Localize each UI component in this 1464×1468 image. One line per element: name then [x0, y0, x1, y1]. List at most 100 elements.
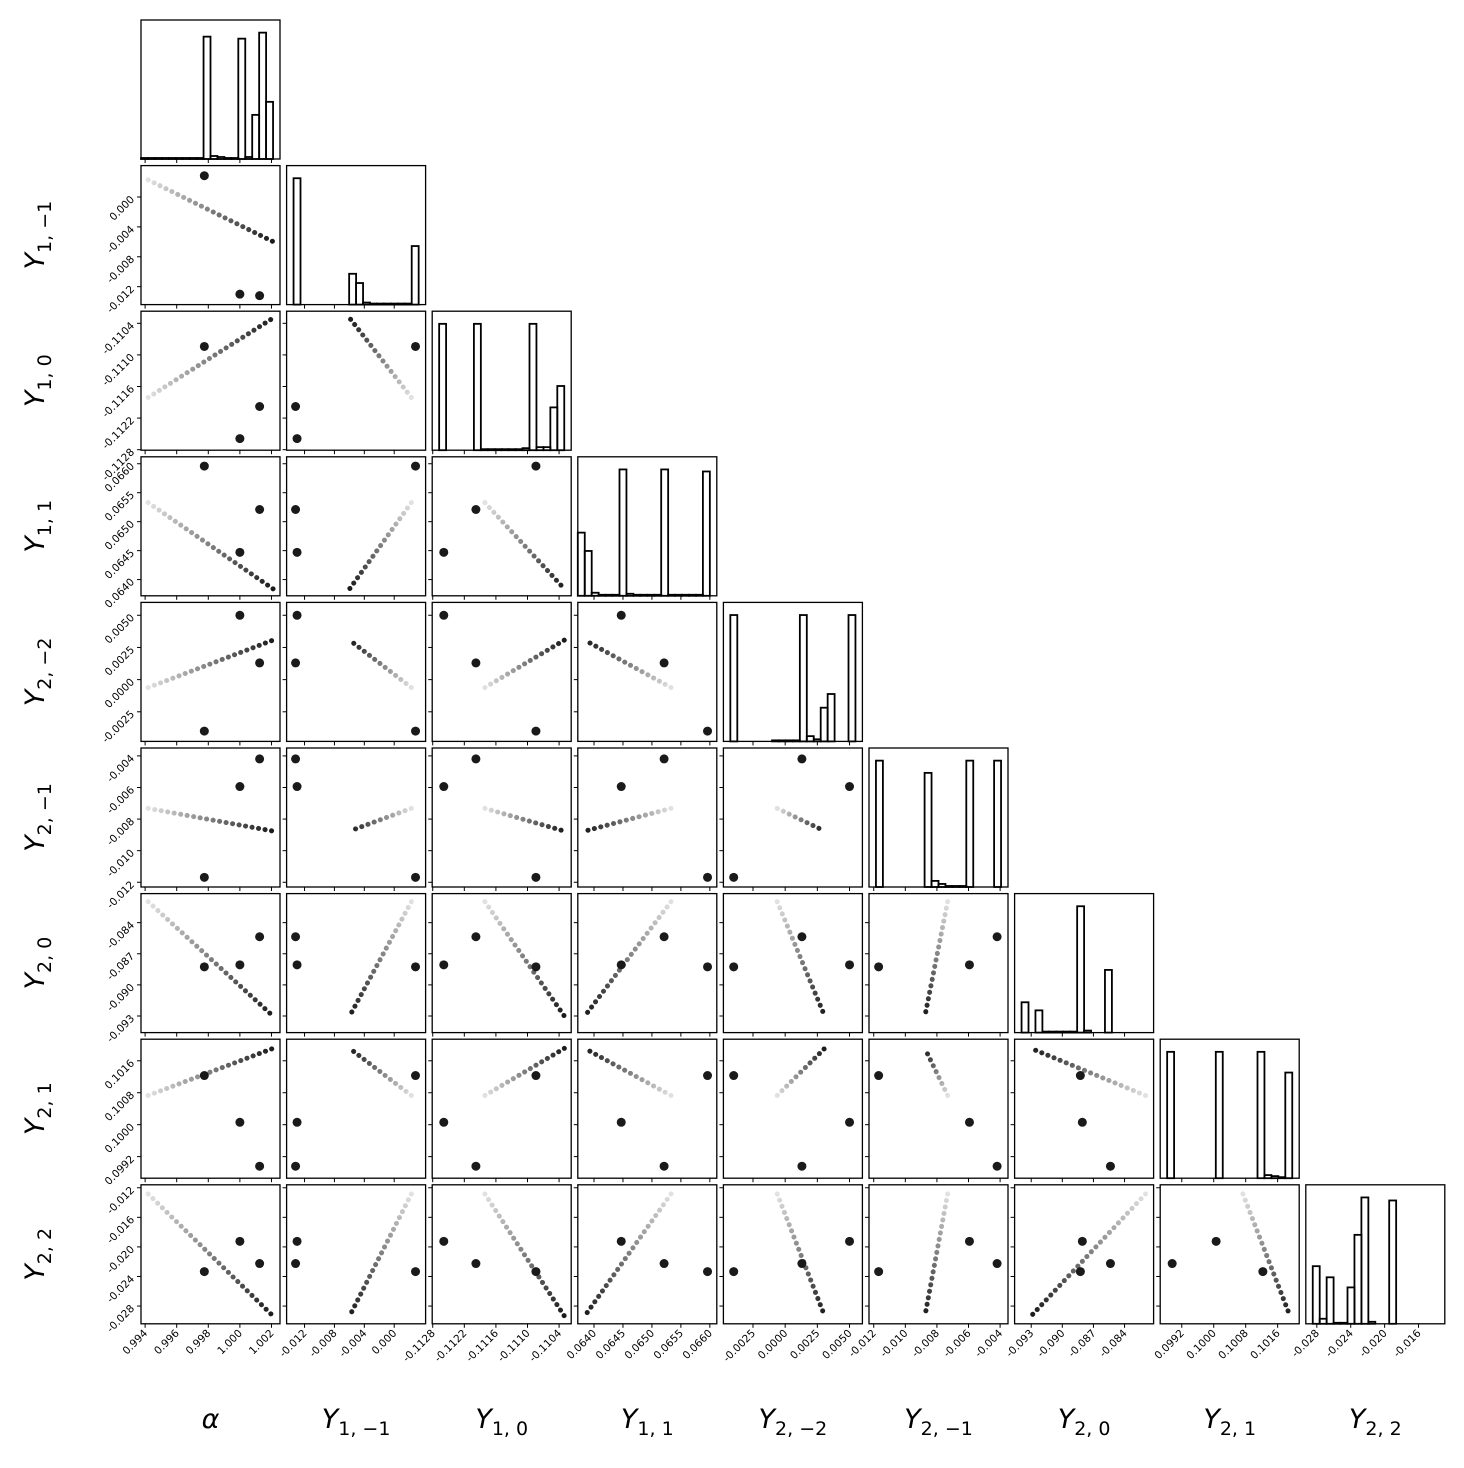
x-tick-label: 0.994 [120, 1327, 150, 1357]
sample-track [922, 1191, 951, 1319]
sample-cluster [199, 726, 209, 736]
panel-frame [868, 1038, 1009, 1179]
y-axis-label-symbol: Y [20, 1262, 51, 1281]
y-tick-label: 0.0650 [103, 518, 137, 552]
y-tick-label: -0.1116 [100, 383, 137, 420]
panel-background [869, 893, 1008, 1033]
panel-frame [577, 892, 718, 1034]
y-axis-label-symbol: Y [20, 687, 51, 706]
x-tick-label: 1.000 [215, 1327, 245, 1357]
sample-cluster [411, 461, 421, 471]
sample-track [145, 899, 276, 1019]
panel-background [577, 602, 717, 742]
y-axis-label-subscript: 2, 0 [34, 937, 56, 973]
x-tick-label: -0.004 [973, 1327, 1006, 1360]
sample-track [774, 899, 828, 1019]
sample-track [347, 637, 414, 691]
x-tick-label: 1.002 [247, 1327, 277, 1357]
sample-cluster [471, 1161, 481, 1171]
sample-cluster [729, 1071, 739, 1081]
y-axis-label-subscript: 2, −1 [34, 783, 56, 835]
y-tick-label: -0.0025 [100, 708, 137, 745]
x-axis-label-symbol: Y [1058, 1404, 1077, 1435]
panel-background [723, 893, 863, 1033]
x-axis-label-subscript: 2, −1 [921, 1418, 973, 1440]
sample-cluster [235, 782, 245, 792]
x-axis-label-subscript: 2, 2 [1365, 1418, 1401, 1440]
y-tick-label: -0.084 [105, 919, 138, 952]
sample-cluster [255, 932, 265, 942]
y-axis-label-symbol: Y [20, 534, 51, 553]
sample-cluster [531, 872, 541, 882]
sample-cluster [1211, 1236, 1221, 1246]
panel-frame [431, 456, 572, 597]
sample-track [582, 899, 674, 1019]
sample-cluster [411, 1071, 421, 1081]
y-tick-label: 0.0655 [103, 489, 137, 523]
sample-cluster [1077, 1236, 1087, 1246]
panel-background [141, 456, 280, 596]
sample-track [922, 899, 951, 1019]
x-axis-label-symbol: Y [1203, 1404, 1222, 1435]
panel-frame [140, 892, 281, 1034]
y-axis-label: Y2, −2 [20, 638, 56, 707]
panel-frame [722, 601, 864, 743]
panel-frame [285, 1038, 427, 1179]
sample-cluster [1077, 1117, 1087, 1127]
x-axis-label-symbol: Y [759, 1404, 778, 1435]
sample-cluster [235, 1236, 245, 1246]
panel-background [577, 893, 717, 1033]
x-axis-label-symbol: α [202, 1404, 220, 1435]
sample-track [922, 1045, 951, 1099]
panel-frame [577, 601, 718, 743]
panel-frame [431, 1038, 572, 1179]
y-tick-label: -0.1122 [100, 415, 137, 452]
sample-cluster [703, 1071, 713, 1081]
x-tick-label: 0.0025 [788, 1327, 822, 1361]
y-axis-label: Y1, 1 [20, 500, 56, 553]
sample-cluster [235, 1117, 245, 1127]
sample-cluster [255, 291, 265, 301]
y-tick-label: -0.1104 [100, 320, 137, 357]
x-tick-label: -0.008 [910, 1327, 942, 1359]
panel-background [577, 456, 717, 596]
y-tick-label: -0.008 [105, 253, 137, 285]
sample-cluster [531, 1267, 541, 1277]
x-axis-label-symbol: Y [322, 1404, 341, 1435]
sample-cluster [616, 610, 626, 620]
x-axis-label: Y1, 1 [621, 1404, 674, 1440]
sample-cluster [797, 754, 807, 764]
panel-frame [1013, 1038, 1155, 1179]
y-tick-label: 0.0640 [103, 576, 137, 610]
panel-frame [140, 456, 281, 597]
sample-cluster [235, 434, 245, 444]
panel-background [869, 1039, 1008, 1179]
y-tick-label: -0.004 [105, 752, 138, 785]
x-tick-label: -0.0025 [721, 1327, 758, 1364]
sample-track [774, 1191, 828, 1319]
panel-frame [285, 1184, 427, 1325]
sample-cluster [199, 962, 209, 972]
sample-cluster [199, 872, 209, 882]
panel-background [141, 748, 280, 887]
panel-background [577, 1039, 717, 1179]
sample-cluster [439, 547, 449, 557]
sample-cluster [255, 1161, 265, 1171]
sample-cluster [992, 932, 1002, 942]
sample-cluster [291, 505, 301, 515]
panel-frame [868, 1184, 1009, 1325]
y-axis-label-subscript: 2, 1 [34, 1082, 56, 1118]
sample-track [482, 1191, 567, 1319]
sample-cluster [471, 1259, 481, 1269]
y-tick-label: 0.1000 [103, 1121, 137, 1155]
x-tick-label: 0.0660 [680, 1327, 714, 1361]
y-tick-label: -0.024 [105, 1273, 138, 1306]
sample-cluster [439, 782, 449, 792]
sample-cluster [1167, 1259, 1177, 1269]
sample-track [145, 500, 276, 592]
sample-cluster [703, 962, 713, 972]
y-tick-label: 0.0050 [103, 612, 137, 646]
panel-frame [285, 164, 427, 306]
panel-frame [140, 601, 281, 743]
panel-frame [1013, 892, 1155, 1034]
